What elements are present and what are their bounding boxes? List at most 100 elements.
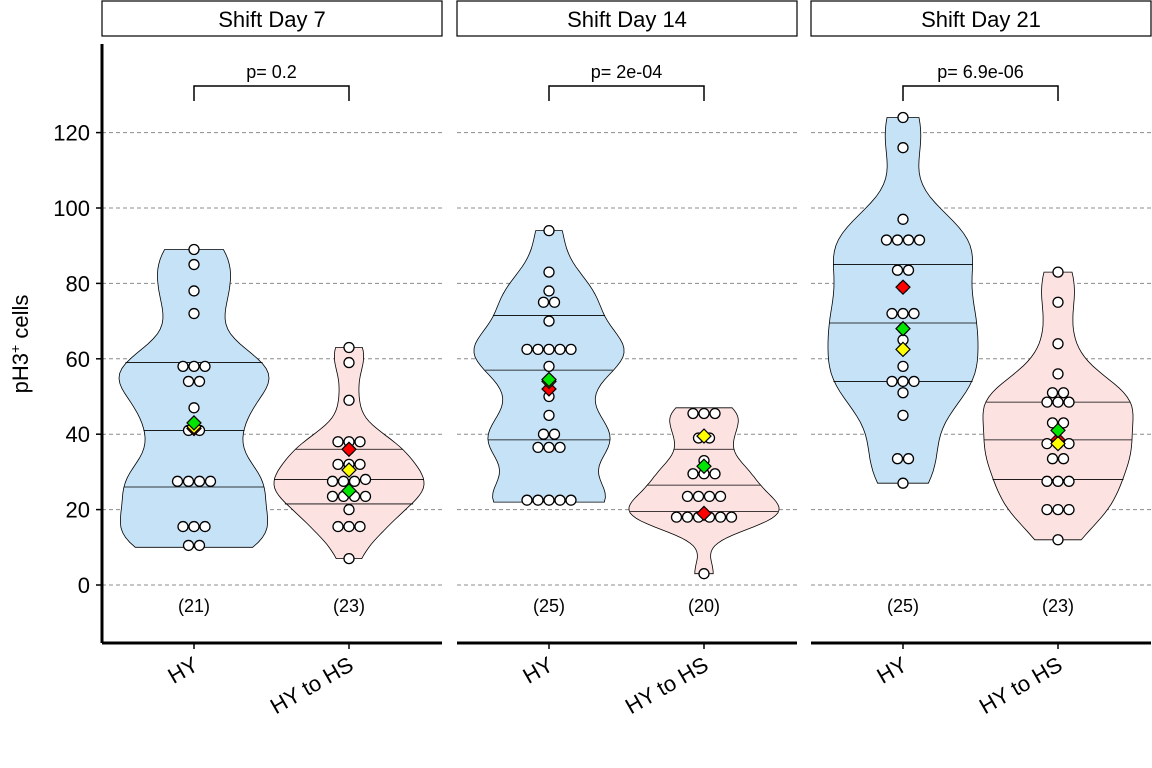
yellow-marker — [895, 341, 911, 358]
data-point — [886, 307, 898, 320]
data-point — [880, 234, 893, 246]
data-point — [1052, 503, 1064, 516]
green-marker — [696, 458, 712, 475]
data-point — [554, 494, 566, 506]
data-point — [565, 494, 577, 506]
strip-label: Shift Day 14 — [567, 7, 687, 32]
data-point — [1063, 396, 1075, 408]
x-tick-label: HY to HS — [266, 652, 358, 719]
n-label: (21) — [178, 596, 210, 616]
data-point — [554, 441, 566, 454]
violin-group-hy-to-hs: (23) HY to HS — [975, 266, 1134, 719]
p-value-bracket — [193, 85, 350, 101]
data-point — [897, 307, 909, 320]
data-point — [548, 428, 561, 440]
data-point — [1052, 534, 1064, 546]
y-tick-label: 80 — [66, 271, 90, 296]
data-point — [537, 296, 550, 308]
violin-body — [628, 407, 780, 575]
data-point — [537, 428, 550, 440]
data-point — [687, 468, 699, 480]
data-point — [204, 475, 217, 487]
data-point — [1052, 475, 1064, 487]
x-tick-label: HY — [873, 652, 912, 689]
data-point — [177, 360, 189, 372]
data-point — [543, 315, 555, 327]
data-point — [897, 213, 909, 225]
plot-layer: Shift Day 7 0 20 40 60 80 100 120 (21) HY (23) HY t… — [53, 0, 1152, 719]
data-point — [171, 475, 184, 487]
strip-label: Shift Day 21 — [921, 7, 1041, 32]
data-point — [1063, 503, 1075, 516]
violin-group-hy: (21) HY — [118, 243, 270, 689]
data-point — [698, 568, 710, 580]
data-point — [902, 453, 915, 465]
data-point — [670, 511, 683, 523]
red-marker — [696, 505, 712, 522]
y-tick-label: 100 — [53, 196, 90, 221]
data-point — [332, 436, 344, 448]
p-value-label: p= 6.9e-06 — [937, 62, 1024, 82]
n-label: (25) — [887, 596, 919, 616]
y-tick-label: 60 — [66, 347, 90, 372]
data-point — [354, 458, 366, 471]
data-point — [1046, 417, 1059, 429]
n-label: (23) — [333, 596, 365, 616]
green-marker — [1050, 422, 1066, 439]
p-value-label: p= 0.2 — [246, 62, 297, 82]
data-point — [354, 436, 366, 448]
data-point — [193, 539, 206, 552]
data-point — [521, 343, 533, 356]
data-point — [188, 258, 200, 271]
data-point — [182, 375, 195, 388]
data-point — [1046, 453, 1059, 465]
data-point — [188, 285, 200, 297]
data-point — [182, 475, 195, 487]
y-tick-label: 20 — [66, 498, 90, 523]
x-tick-label: HY — [519, 652, 558, 689]
data-point — [199, 520, 211, 533]
data-point — [698, 407, 710, 420]
strip-box — [810, 0, 1152, 37]
strip-box — [456, 0, 798, 37]
data-point — [908, 307, 920, 320]
data-point — [343, 503, 355, 516]
data-point — [326, 490, 339, 503]
data-point — [1057, 417, 1070, 429]
panel-2: Shift Day 14 (25) HY (20) HY to HS p= 2e-04 — [456, 0, 798, 719]
x-tick-label: HY to HS — [975, 652, 1067, 719]
yellow-marker — [341, 462, 357, 478]
violin-group-hy: (25) HY — [473, 224, 625, 689]
data-point — [188, 243, 200, 256]
data-point — [1046, 387, 1059, 399]
data-point — [891, 453, 904, 465]
data-point — [703, 490, 716, 503]
x-tick-label: HY — [164, 652, 203, 689]
data-point — [687, 407, 699, 420]
data-point — [343, 341, 355, 354]
data-point — [565, 343, 577, 356]
data-point — [897, 360, 909, 372]
green-marker — [895, 320, 911, 337]
data-point — [543, 266, 555, 278]
green-marker — [341, 482, 357, 499]
data-point — [188, 520, 200, 533]
data-point — [543, 285, 555, 297]
strip-box — [101, 0, 443, 37]
violin-body — [827, 117, 979, 484]
data-point — [188, 307, 200, 320]
data-point — [543, 441, 555, 454]
data-point — [897, 375, 909, 388]
data-point — [554, 343, 566, 356]
data-point — [709, 407, 721, 420]
data-point — [532, 441, 544, 454]
data-point — [182, 539, 195, 552]
data-point — [1052, 266, 1064, 278]
data-point — [548, 296, 561, 308]
data-point — [359, 473, 372, 486]
data-point — [326, 475, 339, 487]
data-point — [177, 520, 189, 533]
data-point — [193, 475, 206, 487]
data-point — [908, 375, 920, 388]
data-point — [1041, 396, 1053, 408]
